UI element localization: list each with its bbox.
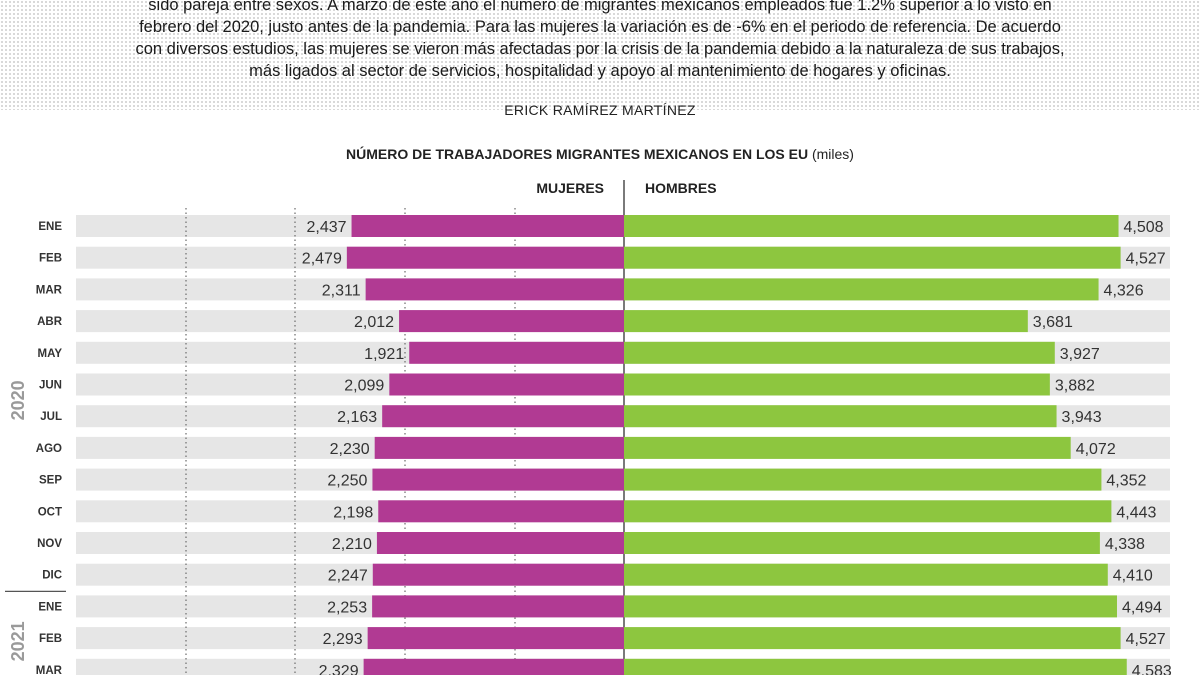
value-label-women: 2,198 (333, 504, 373, 521)
value-label-women: 2,329 (319, 663, 359, 675)
category-label: DIC (42, 570, 62, 582)
value-label-men: 4,494 (1122, 599, 1162, 616)
category-label: JUN (39, 380, 62, 392)
value-label-women: 2,012 (354, 314, 394, 331)
bar-men (624, 246, 1121, 269)
year-label: 2021 (8, 621, 28, 661)
bar-men (624, 532, 1100, 554)
category-label: MAY (38, 348, 63, 360)
intro-text: sido pareja entre sexos. A marzo de este… (130, 0, 1070, 82)
bar-women (378, 500, 624, 523)
category-label: SEP (39, 475, 62, 487)
category-label: NOV (37, 538, 62, 550)
value-label-men: 4,326 (1104, 282, 1144, 299)
category-label: ENE (38, 601, 62, 613)
legend-women: MUJERES (536, 180, 604, 196)
bar-men (624, 658, 1127, 675)
bar-men (624, 563, 1108, 586)
bar-women (365, 278, 624, 301)
bar-women (367, 627, 624, 650)
value-label-women: 2,311 (322, 282, 361, 299)
value-label-men: 4,072 (1076, 441, 1116, 458)
bar-men (624, 595, 1117, 618)
bar-women (409, 341, 624, 364)
legend-men: HOMBRES (645, 180, 717, 196)
bar-women (372, 563, 624, 586)
bar-men (624, 405, 1057, 428)
value-label-women: 2,163 (337, 409, 377, 426)
value-label-men: 3,681 (1033, 314, 1073, 331)
category-label: JUL (40, 411, 62, 423)
value-label-men: 4,338 (1105, 536, 1145, 553)
value-label-women: 2,230 (330, 441, 370, 458)
byline: ERICK RAMÍREZ MARTÍNEZ (504, 102, 696, 118)
value-label-women: 2,247 (328, 568, 368, 585)
bar-men (624, 436, 1071, 459)
bar-men (624, 373, 1050, 396)
value-label-women: 2,210 (332, 536, 372, 553)
value-label-men: 4,527 (1126, 631, 1166, 648)
bar-men (624, 468, 1102, 491)
bar-men (624, 341, 1055, 364)
value-label-women: 2,250 (327, 473, 367, 490)
chart-title: NÚMERO DE TRABAJADORES MIGRANTES MEXICAN… (0, 146, 1200, 162)
bar-men (624, 310, 1028, 333)
category-label: MAR (36, 665, 63, 675)
bar-men (624, 278, 1099, 301)
bar-women (389, 373, 624, 396)
category-label: ABR (37, 316, 63, 328)
bar-women (372, 595, 624, 618)
value-label-women: 2,253 (327, 599, 367, 616)
header-dot-pattern (0, 0, 1200, 110)
chart-title-text: NÚMERO DE TRABAJADORES MIGRANTES MEXICAN… (346, 146, 809, 162)
bar-men (624, 500, 1112, 523)
category-label: OCT (38, 506, 62, 518)
value-label-women: 2,293 (323, 631, 363, 648)
bar-women (372, 468, 624, 491)
category-label: MAR (36, 284, 63, 296)
category-label: FEB (39, 253, 62, 265)
bar-women (374, 436, 624, 459)
value-label-men: 4,583 (1132, 663, 1172, 675)
value-label-men: 4,508 (1124, 219, 1164, 236)
value-label-men: 4,352 (1106, 473, 1146, 490)
value-label-men: 3,882 (1055, 378, 1095, 395)
bar-women (399, 310, 624, 333)
bar-women (351, 215, 624, 237)
category-label: AGO (36, 443, 62, 455)
value-label-men: 3,943 (1062, 409, 1102, 426)
value-label-men: 4,527 (1126, 251, 1166, 268)
bar-men (624, 215, 1119, 237)
value-label-men: 4,443 (1116, 504, 1156, 521)
value-label-women: 2,437 (306, 219, 346, 236)
value-label-men: 4,410 (1113, 568, 1153, 585)
year-label: 2020 (8, 380, 28, 420)
value-label-men: 3,927 (1060, 346, 1100, 363)
intro-paragraph: sido pareja entre sexos. A marzo de este… (135, 0, 1065, 80)
value-label-women: 1,921 (364, 346, 404, 363)
bar-women (363, 658, 624, 675)
bar-women (382, 405, 624, 428)
bar-women (376, 532, 624, 554)
value-label-women: 2,099 (344, 378, 384, 395)
bar-women (346, 246, 624, 269)
chart-unit-label: (miles) (811, 146, 854, 162)
category-label: ENE (38, 221, 62, 233)
bar-men (624, 627, 1121, 650)
value-label-women: 2,479 (302, 251, 342, 268)
category-label: FEB (39, 633, 62, 645)
